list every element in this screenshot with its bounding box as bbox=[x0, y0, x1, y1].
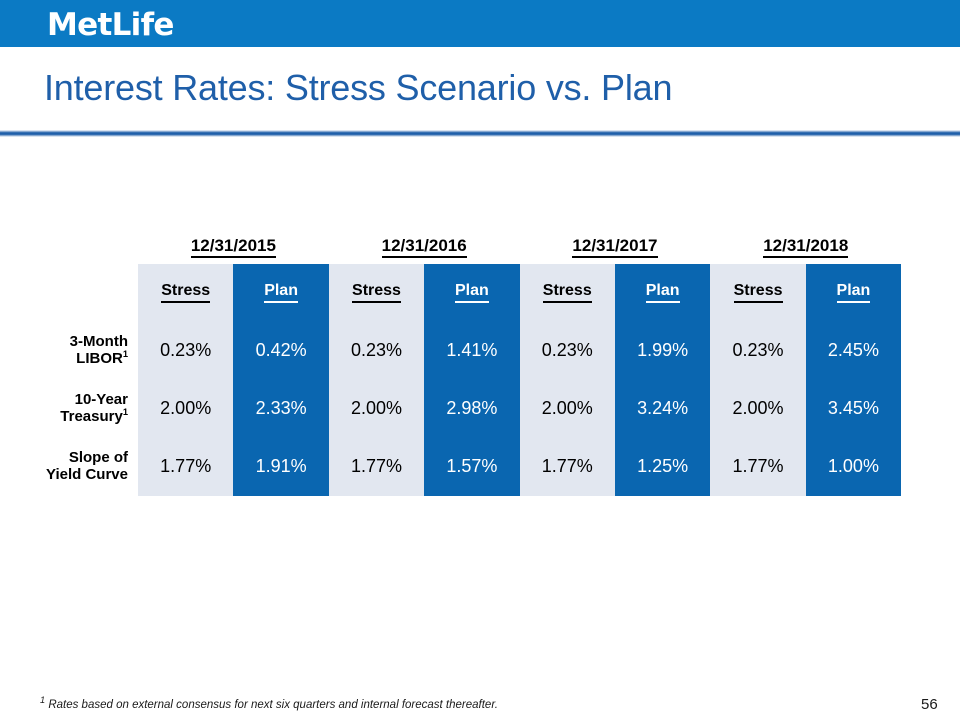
column-header-plan-2015: Plan bbox=[233, 263, 329, 322]
cell-libor-stress-2015: 0.23% bbox=[138, 321, 234, 380]
column-header-plan-2017: Plan bbox=[614, 263, 711, 322]
row-label-libor: 3-Month LIBOR1 bbox=[35, 321, 138, 380]
cell-libor-plan-2015: 0.42% bbox=[233, 321, 329, 380]
cell-treasury-plan-2017: 3.24% bbox=[614, 379, 711, 438]
row-label-line1: 3-Month bbox=[69, 333, 128, 351]
footnote-text: Rates based on external consensus for ne… bbox=[45, 699, 498, 711]
footnote-superscript: 1 bbox=[40, 695, 46, 706]
date-header-2017: 12/31/2017 bbox=[520, 236, 711, 264]
page-title: Interest Rates: Stress Scenario vs. Plan bbox=[44, 67, 673, 108]
cell-treasury-stress-2018: 2.00% bbox=[710, 379, 806, 438]
column-header-stress-2016: Stress bbox=[328, 263, 425, 322]
scenario-header-row: Stress Plan Stress Plan Stress Plan Stre… bbox=[35, 263, 902, 322]
row-label-line2: LIBOR bbox=[76, 349, 123, 367]
brand-bar: MetLife bbox=[0, 0, 960, 47]
column-header-stress-2018: Stress bbox=[710, 263, 806, 322]
cell-treasury-stress-2017: 2.00% bbox=[519, 379, 615, 438]
date-header-2018: 12/31/2018 bbox=[710, 236, 901, 264]
metlife-logo: MetLife bbox=[47, 7, 174, 43]
corner-spacer bbox=[35, 236, 138, 264]
cell-treasury-stress-2015: 2.00% bbox=[138, 379, 234, 438]
cell-slope-stress-2015: 1.77% bbox=[138, 437, 234, 496]
title-zone: Interest Rates: Stress Scenario vs. Plan bbox=[0, 47, 960, 133]
cell-treasury-plan-2018: 3.45% bbox=[805, 379, 902, 438]
footnote-marker: 1 bbox=[122, 406, 128, 417]
cell-slope-stress-2018: 1.77% bbox=[710, 437, 806, 496]
cell-slope-plan-2016: 1.57% bbox=[424, 437, 520, 496]
cell-libor-stress-2016: 0.23% bbox=[328, 321, 425, 380]
cell-treasury-plan-2015: 2.33% bbox=[233, 379, 329, 438]
date-header-row: 12/31/2015 12/31/2016 12/31/2017 12/31/2… bbox=[35, 236, 901, 264]
cell-slope-plan-2018: 1.00% bbox=[805, 437, 902, 496]
table-row: 3-Month LIBOR1 0.23% 0.42% 0.23% 1.41% 0… bbox=[35, 321, 902, 380]
column-header-plan-2016: Plan bbox=[424, 263, 520, 322]
cell-slope-plan-2017: 1.25% bbox=[614, 437, 711, 496]
cell-treasury-plan-2016: 2.98% bbox=[424, 379, 520, 438]
label-column-spacer bbox=[35, 263, 138, 322]
cell-libor-plan-2016: 1.41% bbox=[424, 321, 520, 380]
cell-slope-plan-2015: 1.91% bbox=[233, 437, 329, 496]
column-header-plan-2018: Plan bbox=[805, 263, 902, 322]
footnote: 1 Rates based on external consensus for … bbox=[40, 696, 498, 711]
row-label-treasury: 10-Year Treasury1 bbox=[35, 379, 138, 438]
rates-table: 12/31/2015 12/31/2016 12/31/2017 12/31/2… bbox=[35, 236, 902, 496]
cell-slope-stress-2017: 1.77% bbox=[519, 437, 615, 496]
date-header-2016: 12/31/2016 bbox=[329, 236, 520, 264]
column-header-stress-2017: Stress bbox=[519, 263, 615, 322]
title-divider bbox=[0, 130, 960, 137]
row-label-line1: 10-Year bbox=[74, 391, 128, 409]
row-label-line2: Yield Curve bbox=[46, 465, 128, 483]
table-row: Slope of Yield Curve 1.77% 1.91% 1.77% 1… bbox=[35, 437, 902, 496]
cell-libor-stress-2018: 0.23% bbox=[710, 321, 806, 380]
cell-libor-plan-2018: 2.45% bbox=[805, 321, 902, 380]
row-label-line2: Treasury bbox=[60, 407, 123, 425]
cell-libor-plan-2017: 1.99% bbox=[614, 321, 711, 380]
row-label-slope: Slope of Yield Curve bbox=[35, 437, 138, 496]
cell-slope-stress-2016: 1.77% bbox=[328, 437, 425, 496]
page-number: 56 bbox=[921, 696, 938, 713]
rates-table-container: 12/31/2015 12/31/2016 12/31/2017 12/31/2… bbox=[35, 236, 925, 496]
date-header-2015: 12/31/2015 bbox=[138, 236, 329, 264]
cell-treasury-stress-2016: 2.00% bbox=[328, 379, 425, 438]
row-label-line1: Slope of bbox=[68, 449, 128, 467]
footnote-marker: 1 bbox=[122, 348, 128, 359]
cell-libor-stress-2017: 0.23% bbox=[519, 321, 615, 380]
column-header-stress-2015: Stress bbox=[138, 263, 234, 322]
table-row: 10-Year Treasury1 2.00% 2.33% 2.00% 2.98… bbox=[35, 379, 902, 438]
